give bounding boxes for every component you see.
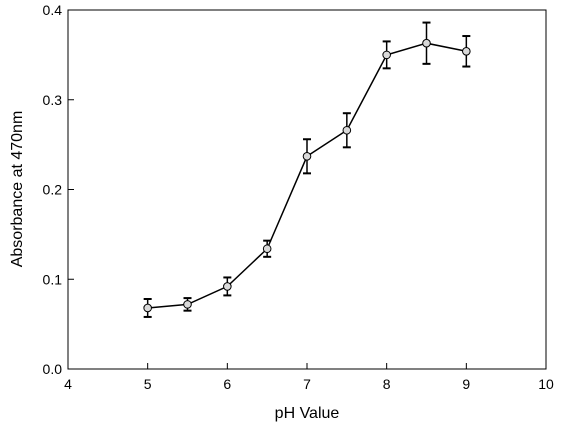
data-point — [342, 125, 352, 135]
y-tick-label: 0.1 — [43, 271, 63, 287]
x-tick-label: 6 — [223, 376, 231, 392]
data-point — [223, 282, 232, 291]
y-tick-label: 0.3 — [43, 92, 63, 108]
data-point — [422, 38, 431, 48]
data-point — [183, 300, 192, 309]
data-point — [382, 50, 391, 60]
x-tick-label: 8 — [383, 376, 391, 392]
series-line — [147, 42, 467, 309]
data-point — [143, 303, 152, 313]
ticks: 4 5 6 7 8 9 10 0.0 0.1 0.2 0.3 0.4 — [43, 2, 554, 392]
data-point — [462, 46, 471, 56]
x-tick-label: 7 — [303, 376, 311, 392]
x-tick-label: 9 — [462, 376, 470, 392]
x-tick-label: 10 — [538, 376, 554, 392]
data-point — [302, 151, 312, 161]
x-axis-title: pH Value — [275, 405, 340, 422]
y-tick-label: 0.2 — [43, 182, 63, 198]
data-point — [262, 244, 272, 254]
x-tick-label: 4 — [64, 376, 72, 392]
y-tick-label: 0.0 — [43, 361, 63, 377]
x-tick-label: 5 — [144, 376, 152, 392]
plot-frame — [67, 9, 547, 370]
y-axis-title: Absorbance at 470nm — [9, 111, 26, 268]
data-points — [143, 38, 471, 313]
error-bars — [143, 21, 471, 318]
y-tick-label: 0.4 — [43, 2, 63, 18]
